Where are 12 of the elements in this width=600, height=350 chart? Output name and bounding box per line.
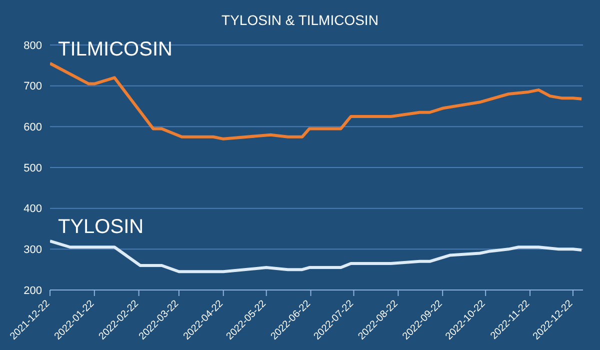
series-label: TILMICOSIN	[58, 38, 172, 60]
y-tick-label: 300	[24, 244, 42, 256]
line-series	[50, 240, 583, 274]
chart-title: TYLOSIN & TILMICOSIN	[220, 11, 380, 30]
y-tick-label: 200	[24, 284, 42, 297]
y-tick-label: 500	[24, 162, 42, 174]
y-tick-label: 800	[24, 40, 42, 52]
line-series	[50, 62, 583, 140]
y-tick-label: 700	[24, 80, 42, 93]
series-label: TYLOSIN	[58, 216, 144, 238]
y-tick-label: 400	[24, 203, 42, 216]
y-tick-label: 600	[24, 122, 42, 134]
